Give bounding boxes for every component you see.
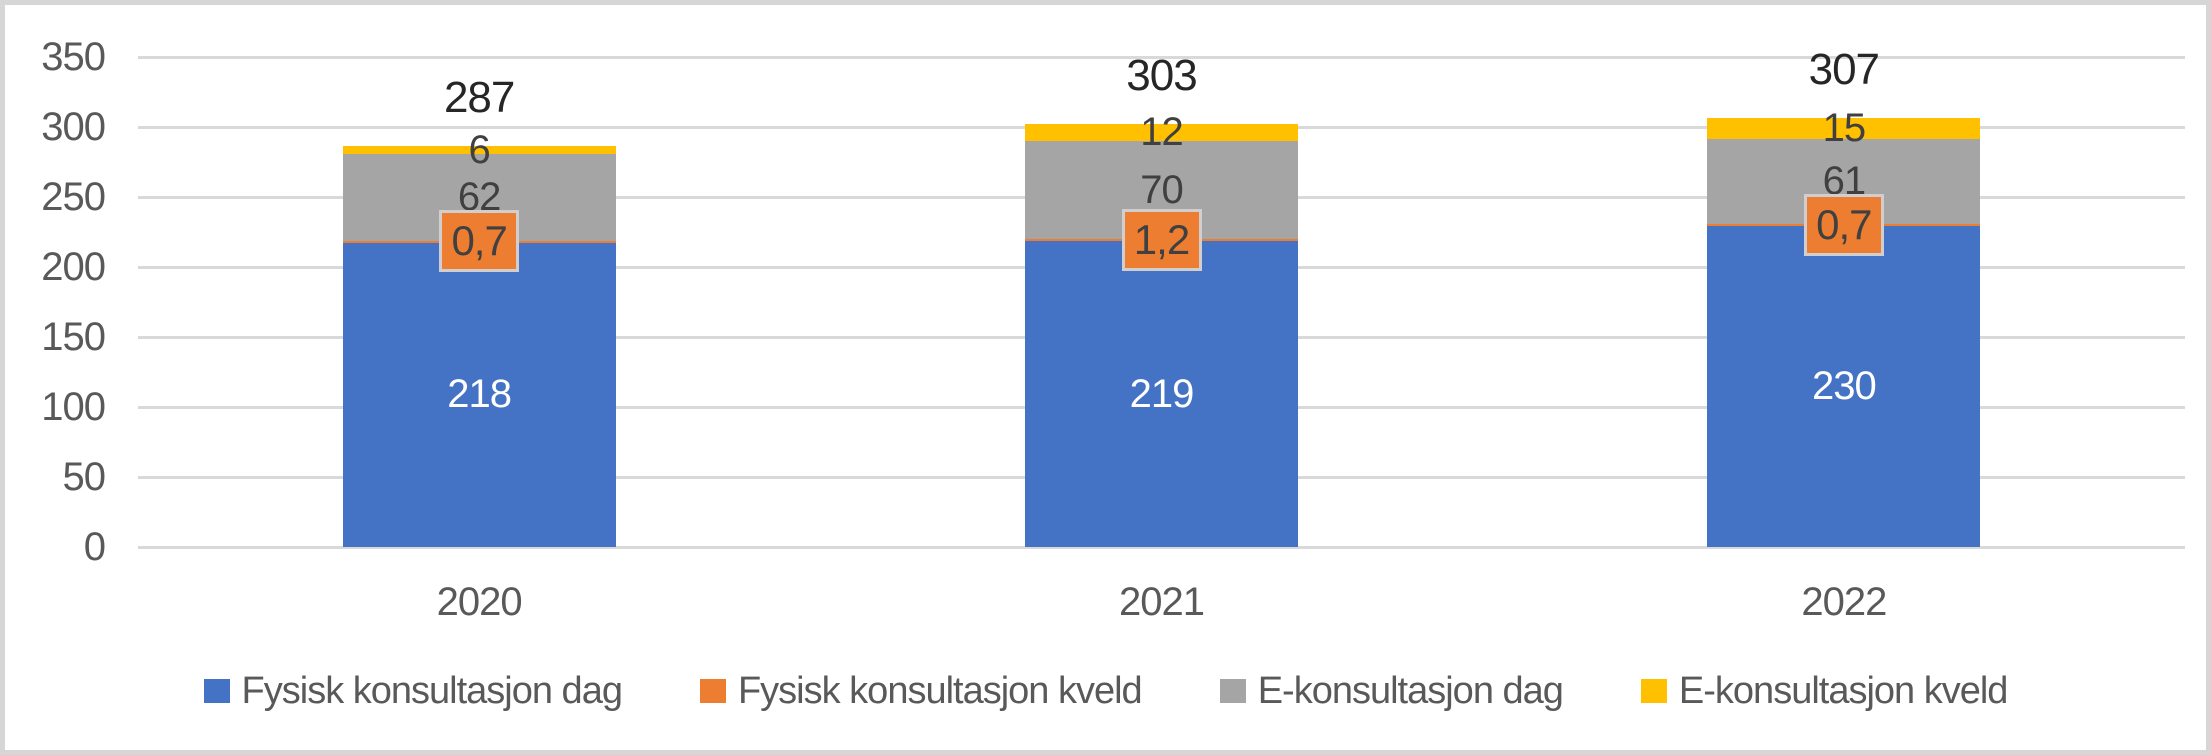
legend-item: E-konsultasjon kveld bbox=[1640, 669, 2009, 713]
gridline bbox=[138, 545, 2185, 549]
segment-value-label: 218 bbox=[447, 372, 512, 417]
y-axis-tick-label: 200 bbox=[41, 245, 106, 289]
y-axis-tick-label: 150 bbox=[41, 315, 106, 359]
segment-value-label: 15 bbox=[1822, 106, 1867, 151]
y-axis-tick-label: 250 bbox=[41, 175, 106, 219]
y-axis-tick-label: 350 bbox=[41, 35, 106, 79]
segment-value-label: 70 bbox=[1140, 167, 1184, 212]
legend-item: E-konsultasjon dag bbox=[1219, 669, 1564, 713]
segment-value-label: 219 bbox=[1129, 371, 1195, 416]
x-axis-category-label: 2022 bbox=[1801, 580, 1887, 624]
bar-segment-e-konsultasjon-kveld bbox=[342, 145, 616, 154]
bar-segment-e-konsultasjon-kveld bbox=[1025, 123, 1298, 141]
legend-item-label: E-konsultasjon kveld bbox=[1678, 669, 2009, 712]
callout-value-label: 0,7 bbox=[1803, 193, 1884, 256]
legend-color-swatch bbox=[1640, 679, 1667, 703]
legend-color-swatch bbox=[1219, 679, 1246, 703]
y-axis-tick-label: 100 bbox=[41, 385, 106, 429]
total-value-label: 287 bbox=[443, 72, 515, 122]
legend-color-swatch bbox=[699, 679, 726, 703]
callout-value-label: 1,2 bbox=[1121, 208, 1202, 271]
total-value-label: 303 bbox=[1126, 50, 1197, 100]
y-axis-tick-label: 50 bbox=[62, 455, 107, 499]
callout-value-label: 0,7 bbox=[439, 210, 520, 273]
gridline bbox=[138, 55, 2185, 59]
legend-item: Fysisk konsultasjon dag bbox=[203, 669, 623, 713]
segment-value-label: 6 bbox=[468, 127, 491, 172]
x-axis-category-label: 2021 bbox=[1119, 580, 1205, 624]
bar-segment-fysisk-konsultasjon-dag bbox=[1707, 225, 1981, 547]
legend-color-swatch bbox=[203, 679, 230, 703]
bar-segment-fysisk-konsultasjon-dag bbox=[342, 241, 616, 547]
x-axis-category-label: 2020 bbox=[436, 580, 523, 624]
segment-value-label: 12 bbox=[1140, 110, 1184, 155]
chart-legend: Fysisk konsultasjon dag Fysisk konsultasj… bbox=[5, 661, 2206, 721]
legend-item-label: Fysisk konsultasjon kveld bbox=[737, 669, 1143, 712]
legend-item-label: Fysisk konsultasjon dag bbox=[241, 669, 623, 712]
bar-segment-fysisk-konsultasjon-dag bbox=[1025, 240, 1298, 547]
y-axis-tick-label: 0 bbox=[83, 525, 106, 569]
legend-item: Fysisk konsultasjon kveld bbox=[699, 669, 1143, 713]
plot-area: 0 50 100 150 200 250 300 350 218 0,7 62 6 287 2020 219… bbox=[5, 5, 2206, 750]
bar-segment-e-konsultasjon-kveld bbox=[1707, 117, 1981, 139]
y-axis-tick-label: 300 bbox=[41, 105, 106, 149]
total-value-label: 307 bbox=[1808, 44, 1880, 94]
legend-item-label: E-konsultasjon dag bbox=[1257, 669, 1564, 712]
segment-value-label: 230 bbox=[1811, 364, 1877, 408]
